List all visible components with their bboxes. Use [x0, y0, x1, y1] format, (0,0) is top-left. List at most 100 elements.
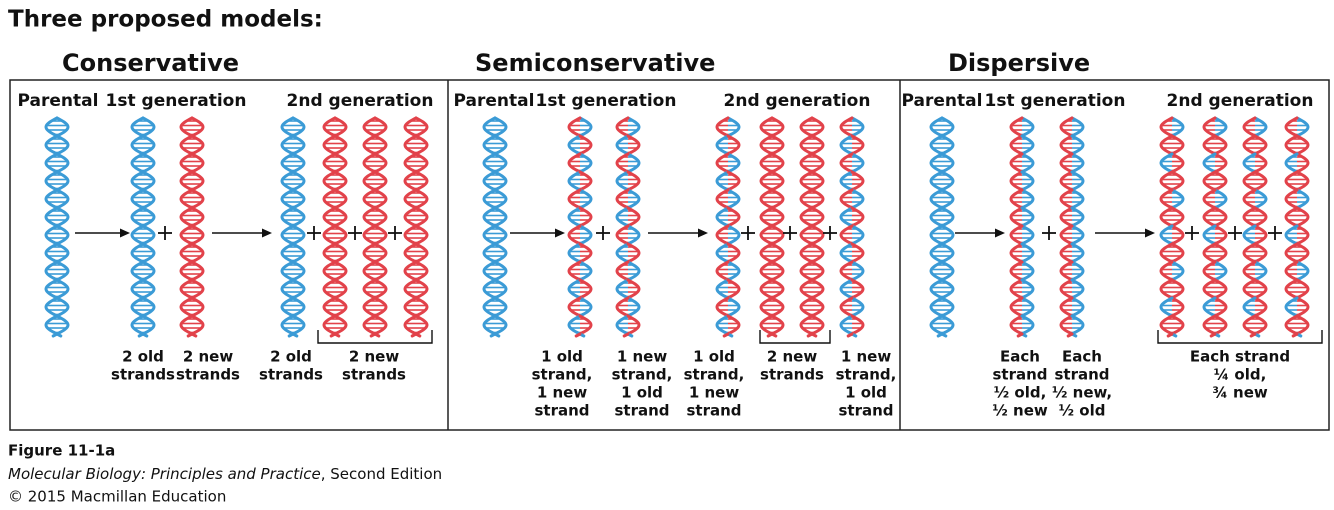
- strand: [373, 116, 388, 138]
- strand: [55, 260, 70, 282]
- strand: [130, 188, 145, 210]
- strand: [770, 242, 785, 264]
- strand: [1009, 116, 1024, 138]
- strand: [615, 314, 630, 336]
- strand: [373, 188, 388, 210]
- strand: [55, 116, 70, 138]
- strand: [141, 278, 156, 300]
- strand: [362, 152, 377, 174]
- strand: [1253, 278, 1268, 300]
- strand: [615, 134, 630, 156]
- strand: [759, 188, 774, 210]
- strand: [141, 116, 156, 138]
- column-label: 1st generation: [106, 91, 247, 111]
- strand: [1242, 314, 1257, 336]
- strand: [1070, 314, 1085, 336]
- strand: [362, 296, 377, 318]
- strand: [1170, 224, 1185, 246]
- strand: [291, 278, 306, 300]
- strand: [1070, 170, 1085, 192]
- strand: [567, 296, 582, 318]
- strand: [940, 296, 955, 318]
- strand: [333, 206, 348, 228]
- arrow-head: [555, 228, 565, 238]
- strand: [373, 224, 388, 246]
- strand: [626, 224, 641, 246]
- strand: [291, 170, 306, 192]
- strand: [55, 296, 70, 318]
- strand: [333, 188, 348, 210]
- strand: [1009, 278, 1024, 300]
- caption: strand,: [836, 366, 897, 384]
- strand: [726, 206, 741, 228]
- strand: [929, 296, 944, 318]
- strand: [850, 260, 865, 282]
- strand: [322, 134, 337, 156]
- arrow-head: [262, 228, 272, 238]
- strand: [1059, 224, 1074, 246]
- strand: [799, 224, 814, 246]
- strand: [1170, 170, 1185, 192]
- strand: [1295, 314, 1310, 336]
- strand: [940, 242, 955, 264]
- strand: [1066, 332, 1074, 338]
- strand: [770, 116, 785, 138]
- strand: [1020, 134, 1035, 156]
- strand: [810, 206, 825, 228]
- caption: 1 old: [541, 348, 583, 366]
- strand: [626, 134, 641, 156]
- strand: [770, 206, 785, 228]
- caption: ½ old,: [994, 384, 1047, 402]
- strand: [1242, 278, 1257, 300]
- caption: 1 new: [841, 348, 892, 366]
- strand: [130, 224, 145, 246]
- caption: 1 new: [689, 384, 740, 402]
- strand: [1070, 242, 1085, 264]
- strand: [130, 170, 145, 192]
- strand: [567, 224, 582, 246]
- strand: [615, 206, 630, 228]
- strand: [715, 296, 730, 318]
- strand: [403, 296, 418, 318]
- strand: [850, 134, 865, 156]
- strand: [190, 278, 205, 300]
- strand: [1253, 134, 1268, 156]
- caption: 1 old: [621, 384, 663, 402]
- strand: [578, 296, 593, 318]
- strand: [190, 152, 205, 174]
- strand: [482, 296, 497, 318]
- strand: [1170, 206, 1185, 228]
- strand: [322, 296, 337, 318]
- column-label: Parental: [18, 91, 99, 111]
- strand: [1242, 152, 1257, 174]
- strand: [493, 260, 508, 282]
- strand: [414, 296, 429, 318]
- strand: [1016, 332, 1024, 338]
- strand: [850, 296, 865, 318]
- strand: [810, 296, 825, 318]
- strand: [626, 188, 641, 210]
- strand: [190, 296, 205, 318]
- strand: [615, 224, 630, 246]
- strand: [362, 242, 377, 264]
- figure-number: Figure 11-1a: [8, 442, 115, 460]
- strand: [414, 116, 429, 138]
- strand: [1295, 134, 1310, 156]
- strand: [493, 206, 508, 228]
- strand: [839, 206, 854, 228]
- strand: [759, 242, 774, 264]
- strand: [1295, 278, 1310, 300]
- strand: [322, 152, 337, 174]
- strand: [1059, 134, 1074, 156]
- strand: [1295, 206, 1310, 228]
- caption: Each: [1000, 348, 1040, 366]
- strand: [403, 278, 418, 300]
- strand: [1009, 152, 1024, 174]
- strand: [567, 314, 582, 336]
- strand: [130, 242, 145, 264]
- strand: [940, 134, 955, 156]
- strand: [190, 224, 205, 246]
- strand: [55, 314, 70, 336]
- strand: [1213, 278, 1228, 300]
- strand: [322, 170, 337, 192]
